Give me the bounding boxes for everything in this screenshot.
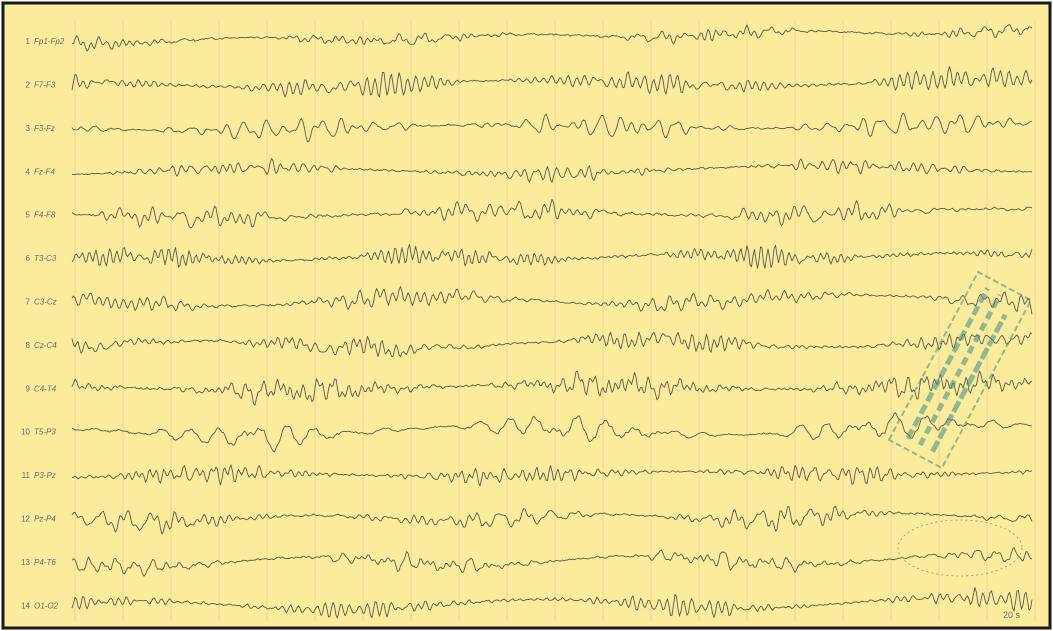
channel-label: Fz-F4	[34, 167, 55, 176]
channel-number: 2	[26, 81, 31, 90]
channel-number: 8	[26, 341, 31, 350]
eeg-trace	[71, 464, 1033, 487]
eeg-trace	[71, 546, 1033, 577]
channel-label: Cz-C4	[34, 341, 57, 350]
eeg-trace	[71, 587, 1033, 619]
channel-number: 5	[26, 211, 31, 220]
channel-label: F7-F3	[34, 81, 56, 90]
channel-label: T5-P3	[34, 428, 56, 437]
stamp-border	[887, 270, 1033, 470]
eeg-trace	[71, 412, 1033, 453]
stamp-line	[905, 287, 990, 440]
eeg-trace	[71, 370, 1033, 406]
channel-label: P4-T6	[34, 558, 56, 567]
channel-label: Fp1-Fp2	[34, 37, 65, 46]
channel-number: 13	[21, 558, 30, 567]
eeg-trace	[71, 112, 1033, 143]
channel-number: 10	[21, 428, 30, 437]
channel-number: 12	[21, 515, 30, 524]
eeg-trace	[71, 198, 1033, 229]
eeg-trace	[71, 23, 1033, 52]
eeg-trace	[71, 157, 1033, 183]
channel-number: 9	[26, 384, 31, 393]
timescale-label: 20 s	[1003, 610, 1021, 620]
channel-number: 11	[22, 471, 31, 480]
eeg-trace	[71, 331, 1033, 358]
channel-number: 3	[26, 124, 31, 133]
channel-label: F3-Fz	[34, 124, 55, 133]
channel-label: P3-Pz	[34, 471, 56, 480]
eeg-trace	[71, 244, 1033, 269]
channel-number: 14	[21, 601, 30, 610]
channel-label: C4-T4	[34, 384, 57, 393]
stamp-line	[930, 313, 1008, 453]
channel-label: Pz-P4	[34, 515, 56, 524]
channel-label: T3-C3	[34, 254, 57, 263]
channel-label: F4-F8	[34, 211, 56, 220]
stamp-line	[917, 293, 1003, 447]
channel-number: 7	[26, 298, 31, 307]
time-grid	[74, 20, 1036, 622]
eeg-trace	[71, 286, 1033, 315]
channel-label: O1-O2	[34, 601, 59, 610]
stamp	[887, 270, 1033, 470]
channel-number: 4	[26, 167, 31, 176]
channel-number: 1	[26, 37, 31, 46]
electrode-diagram	[897, 519, 1023, 577]
eeg-trace	[71, 66, 1033, 98]
channel-number: 6	[26, 254, 31, 263]
channel-label: C3-Cz	[34, 298, 57, 307]
eeg-trace	[71, 505, 1033, 535]
